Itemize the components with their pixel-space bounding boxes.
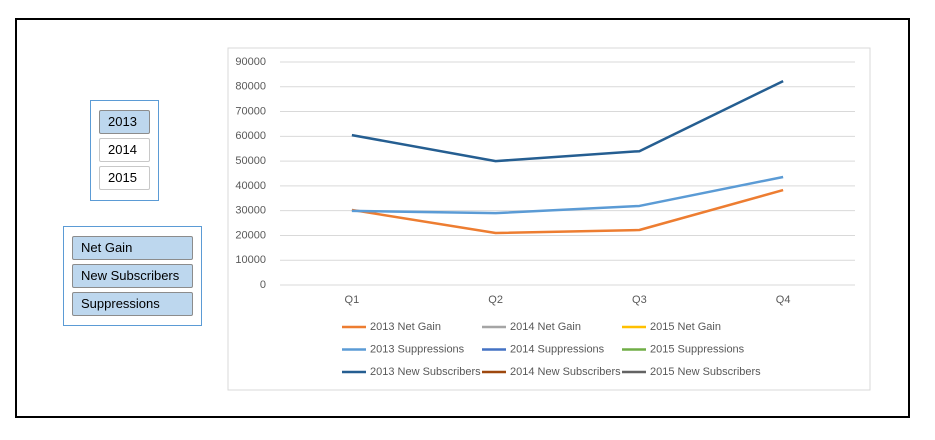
legend-label: 2014 Suppressions	[510, 343, 605, 355]
y-tick-label: 80000	[235, 81, 266, 93]
y-tick-label: 90000	[235, 56, 266, 68]
series-line	[351, 175, 784, 215]
legend-label: 2015 New Subscribers	[650, 366, 761, 378]
y-tick-label: 20000	[235, 229, 266, 241]
frame	[15, 18, 910, 418]
legend-label: 2015 Suppressions	[650, 343, 745, 355]
y-tick-label: 50000	[235, 155, 266, 167]
y-tick-label: 70000	[235, 105, 266, 117]
y-tick-label: 40000	[235, 180, 266, 192]
legend-label: 2014 Net Gain	[510, 321, 581, 333]
x-tick-label: Q2	[488, 294, 503, 306]
legend-label: 2015 Net Gain	[650, 321, 721, 333]
slicer-button[interactable]: Net Gain	[72, 236, 193, 260]
y-tick-label: 0	[260, 279, 266, 291]
slicer-button[interactable]: 2014	[99, 138, 150, 162]
legend-label: 2013 New Subscribers	[370, 366, 481, 378]
y-tick-label: 30000	[235, 205, 266, 217]
chart-area	[227, 47, 871, 391]
slicer-button[interactable]: New Subscribers	[72, 264, 193, 288]
y-tick-label: 60000	[235, 130, 266, 142]
legend-label: 2013 Net Gain	[370, 321, 441, 333]
metric-slicer: Net Gain New Subscribers Suppressions	[63, 226, 202, 326]
series-line	[351, 188, 784, 235]
legend-label: 2014 New Subscribers	[510, 366, 621, 378]
year-slicer: 2013 2014 2015	[90, 100, 159, 201]
x-tick-label: Q4	[776, 294, 791, 306]
y-tick-label: 10000	[235, 254, 266, 266]
series-line	[351, 79, 784, 163]
slicer-button[interactable]: 2015	[99, 166, 150, 190]
slicer-button[interactable]: Suppressions	[72, 292, 193, 316]
slicer-button[interactable]: 2013	[99, 110, 150, 134]
x-tick-label: Q3	[632, 294, 647, 306]
x-tick-label: Q1	[345, 294, 360, 306]
legend-label: 2013 Suppressions	[370, 343, 465, 355]
